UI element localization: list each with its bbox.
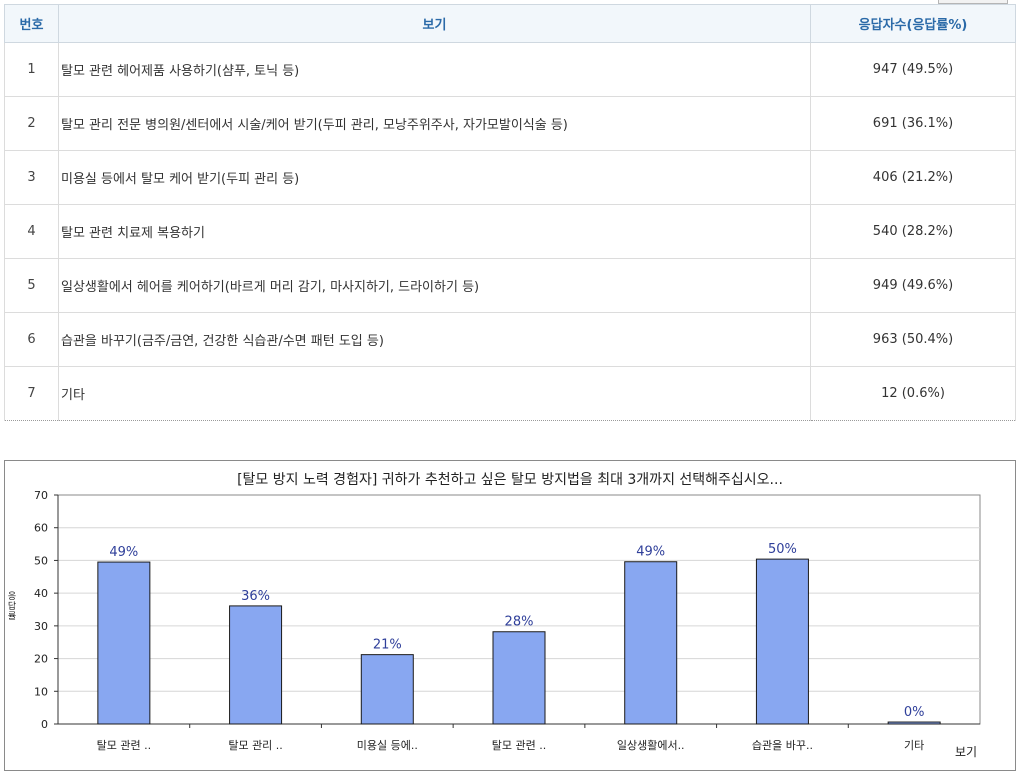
header-count: 응답자수(응답률%): [810, 4, 1016, 43]
y-axis-title: 응답률: [7, 592, 17, 622]
row-count: 406 (21.2%): [810, 150, 1016, 205]
data-label: 21%: [373, 638, 402, 653]
y-tick-label: 50: [34, 554, 48, 567]
bar: [229, 605, 283, 725]
x-tick-label: 탈모 관리 ..: [228, 739, 282, 752]
x-tick-label: 탈모 관련 ..: [97, 739, 151, 752]
x-tick-label: 기타: [904, 739, 924, 752]
response-table: 번호 보기 응답자수(응답률%) 1 탈모 관련 헤어제품 사용하기(샴푸, 토…: [4, 4, 1016, 421]
table-header-row: 번호 보기 응답자수(응답률%): [4, 4, 1016, 43]
table-row: 1 탈모 관련 헤어제품 사용하기(샴푸, 토닉 등) 947 (49.5%): [4, 42, 1016, 97]
table-row: 7 기타 12 (0.6%): [4, 366, 1016, 421]
corner-tab[interactable]: [938, 0, 1008, 4]
y-tick-label: 0: [41, 718, 48, 731]
bar-chart: 0 10 20 30 40 50 60 70 49% 탈모 관련 .. 36% 탈모 관리 .. 21%…: [34, 489, 981, 752]
row-number: 1: [4, 42, 59, 97]
x-tick-label: 탈모 관련 ..: [492, 739, 546, 752]
x-tick-label: 미용실 등에..: [357, 739, 418, 752]
y-tick-label: 70: [34, 489, 48, 502]
header-number: 번호: [4, 4, 59, 43]
row-label: 습관을 바꾸기(금주/금연, 건강한 식습관/수면 패턴 도입 등): [58, 312, 811, 367]
table-row: 2 탈모 관리 전문 병의원/센터에서 시술/케어 받기(두피 관리, 모낭주위…: [4, 96, 1016, 151]
y-tick-label: 40: [34, 587, 48, 600]
data-label: 0%: [904, 705, 925, 720]
row-number: 2: [4, 96, 59, 151]
x-tick-label: 일상생활에서..: [617, 738, 685, 752]
header-option: 보기: [58, 4, 811, 43]
bar: [755, 558, 809, 725]
row-count: 12 (0.6%): [810, 366, 1016, 421]
bar: [360, 654, 414, 725]
bar: [97, 561, 151, 725]
row-label: 미용실 등에서 탈모 케어 받기(두피 관리 등): [58, 150, 811, 205]
x-axis-title: 보기: [955, 745, 978, 759]
data-label: 49%: [636, 545, 665, 560]
row-count: 949 (49.6%): [810, 258, 1016, 313]
row-count: 963 (50.4%): [810, 312, 1016, 367]
bar: [887, 721, 941, 725]
data-label: 36%: [241, 589, 270, 604]
table-row: 3 미용실 등에서 탈모 케어 받기(두피 관리 등) 406 (21.2%): [4, 150, 1016, 205]
row-label: 탈모 관련 치료제 복용하기: [58, 204, 811, 259]
chart-title: [탈모 방지 노력 경험자] 귀하가 추천하고 싶은 탈모 방지법을 최대 3개…: [237, 472, 783, 488]
y-tick-label: 20: [34, 653, 48, 666]
table-row: 6 습관을 바꾸기(금주/금연, 건강한 식습관/수면 패턴 도입 등) 963…: [4, 312, 1016, 367]
x-tick-label: 습관을 바꾸..: [752, 739, 813, 752]
row-count: 540 (28.2%): [810, 204, 1016, 259]
data-label: 50%: [768, 542, 797, 557]
bar: [624, 561, 678, 725]
y-tick-label: 60: [34, 522, 48, 535]
row-count: 691 (36.1%): [810, 96, 1016, 151]
row-number: 5: [4, 258, 59, 313]
row-number: 4: [4, 204, 59, 259]
row-label: 탈모 관리 전문 병의원/센터에서 시술/케어 받기(두피 관리, 모낭주위주사…: [58, 96, 811, 151]
chart-panel: 0 10 20 30 40 50 60 70 49% 탈모 관련 .. 36% 탈모 관리 .. 21%…: [4, 460, 1016, 771]
y-tick-label: 30: [34, 620, 48, 633]
row-number: 6: [4, 312, 59, 367]
row-label: 일상생활에서 헤어를 케어하기(바르게 머리 감기, 마사지하기, 드라이하기 …: [58, 258, 811, 313]
table-row: 5 일상생활에서 헤어를 케어하기(바르게 머리 감기, 마사지하기, 드라이하…: [4, 258, 1016, 313]
row-number: 7: [4, 366, 59, 421]
data-label: 49%: [109, 545, 138, 560]
bar: [492, 631, 546, 725]
data-label: 28%: [505, 615, 534, 630]
y-tick-label: 10: [34, 685, 48, 698]
row-label: 기타: [58, 366, 811, 421]
row-number: 3: [4, 150, 59, 205]
row-label: 탈모 관련 헤어제품 사용하기(샴푸, 토닉 등): [58, 42, 811, 97]
table-row: 4 탈모 관련 치료제 복용하기 540 (28.2%): [4, 204, 1016, 259]
row-count: 947 (49.5%): [810, 42, 1016, 97]
